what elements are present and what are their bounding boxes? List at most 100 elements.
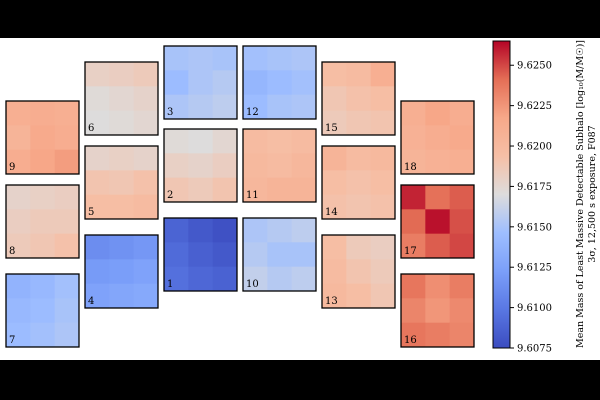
detector-cell [449, 149, 475, 175]
detector-cell [322, 170, 347, 196]
detector-cell [401, 125, 426, 151]
detector-cell [188, 129, 214, 154]
detector-cell [109, 235, 135, 260]
detector-cell [85, 146, 110, 171]
colorbar-tick-label: 9.6075 [517, 344, 552, 355]
detector-cell [346, 110, 372, 136]
detector-border [163, 128, 238, 203]
detector-18: 18 [400, 100, 475, 175]
detector-label: 16 [404, 335, 417, 346]
detector-cell [188, 94, 214, 120]
detector-cell [188, 218, 214, 243]
detector-border [84, 145, 159, 220]
detector-cell [133, 259, 159, 285]
detector-cell [291, 70, 317, 96]
detector-cell [322, 283, 347, 309]
detector-cell [370, 170, 396, 196]
detector-cell [133, 86, 159, 112]
detector-cell [449, 274, 475, 299]
detector-cell [109, 194, 135, 220]
detector-cell [164, 153, 189, 179]
detector-cell [133, 110, 159, 136]
detector-3: 3 [163, 45, 238, 120]
detector-cell [212, 153, 238, 179]
detector-cell [346, 170, 372, 196]
detector-cell [401, 298, 426, 324]
detector-label: 17 [404, 246, 417, 257]
detector-8: 8 [5, 184, 80, 259]
detector-cell [322, 110, 347, 136]
detector-1: 1 [163, 217, 238, 292]
detector-label: 1 [167, 279, 173, 290]
detector-cell [30, 233, 56, 259]
detector-cell [6, 274, 31, 299]
detector-border [400, 184, 475, 259]
detector-cell [212, 177, 238, 203]
detector-10: 10 [242, 217, 317, 292]
detector-16: 16 [400, 273, 475, 348]
detector-cell [346, 86, 372, 112]
detector-cell [267, 70, 293, 96]
detector-cell [6, 125, 31, 151]
detector-label: 7 [9, 335, 15, 346]
detector-7: 7 [5, 273, 80, 348]
detector-border [321, 145, 396, 220]
detector-cell [370, 110, 396, 136]
detector-cell [346, 146, 372, 171]
detector-cell [188, 266, 214, 292]
detector-cell [425, 125, 451, 151]
detector-cell [30, 274, 56, 299]
detector-border [321, 61, 396, 136]
detector-label: 10 [246, 279, 259, 290]
detector-cell [212, 129, 238, 154]
detector-cell [370, 235, 396, 260]
detector-cell [109, 259, 135, 285]
detector-cell [401, 149, 426, 175]
detector-cell [291, 266, 317, 292]
detector-cell [401, 185, 426, 210]
detector-cell [164, 129, 189, 154]
detector-cell [212, 242, 238, 268]
detector-cell [54, 101, 80, 126]
detector-11: 11 [242, 128, 317, 203]
detector-cell [291, 94, 317, 120]
detector-border [163, 45, 238, 120]
detector-cell [54, 209, 80, 235]
detector-6: 6 [84, 61, 159, 136]
detector-cell [54, 274, 80, 299]
detector-cell [109, 146, 135, 171]
detector-cell [109, 62, 135, 87]
detector-cell [188, 153, 214, 179]
detector-cell [85, 86, 110, 112]
colorbar-tick-label: 9.6175 [517, 182, 552, 193]
colorbar-label-line1: Mean Mass of Least Massive Detectable Su… [575, 40, 586, 348]
detector-cell [188, 242, 214, 268]
detector-cell [322, 259, 347, 285]
colorbar: 9.6075 9.6100 9.6125 9.6150 9.6175 9.6200 9.62… [492, 40, 598, 355]
detector-label: 5 [88, 207, 94, 218]
detector-2: 2 [163, 128, 238, 203]
detector-cell [164, 46, 189, 71]
detector-cell [212, 218, 238, 243]
detector-cell [322, 62, 347, 87]
detector-cell [449, 322, 475, 348]
detector-cell [85, 259, 110, 285]
detector-14: 14 [321, 145, 396, 220]
detector-cell [291, 177, 317, 203]
detector-cell [54, 322, 80, 348]
detector-cell [267, 153, 293, 179]
detector-cell [267, 46, 293, 71]
detector-cell [188, 46, 214, 71]
detector-cell [370, 259, 396, 285]
detector-cell [291, 46, 317, 71]
detector-cell [401, 274, 426, 299]
detector-label: 6 [88, 123, 94, 134]
detector-15: 15 [321, 61, 396, 136]
detector-cell [164, 218, 189, 243]
detector-cell [425, 274, 451, 299]
detector-cell [164, 70, 189, 96]
detector-cell [6, 185, 31, 210]
detector-cell [322, 86, 347, 112]
detector-label: 15 [325, 123, 338, 134]
